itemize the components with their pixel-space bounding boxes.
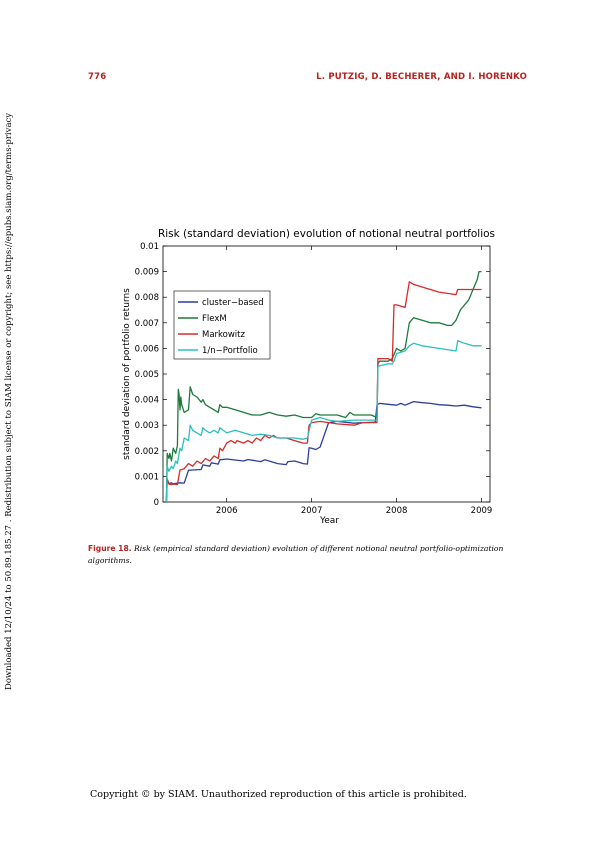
x-tick-label: 2009 [471,506,493,516]
caption-label: Figure 18. [88,544,132,553]
y-tick-label: 0.006 [135,344,159,354]
y-tick-label: 0.005 [135,370,159,380]
y-tick-label: 0 [154,498,159,508]
series-line-3 [165,340,482,503]
y-tick-label: 0.002 [135,447,159,457]
plot-frame [162,245,491,503]
x-tick-label: 2008 [386,506,408,516]
legend-label: FlexM [202,314,227,324]
y-tick-label: 0.001 [135,472,159,482]
y-tick-label: 0.007 [135,319,159,329]
y-tick-label: 0.008 [135,293,159,303]
copyright-footer: Copyright © by SIAM. Unauthorized reprod… [90,789,467,800]
y-tick-label: 0.003 [135,421,159,431]
x-tick-label: 2006 [216,506,238,516]
y-tick-label: 0.004 [135,396,159,406]
page-number: 776 [88,72,107,82]
legend-label: cluster−based [202,298,264,308]
caption-text: Risk (empirical standard deviation) evol… [88,544,504,565]
legend-label: Markowitz [202,330,246,340]
figure-caption: Figure 18. Risk (empirical standard devi… [88,543,528,566]
x-tick-label: 2007 [301,506,323,516]
y-tick-label: 0.01 [140,242,159,252]
chart-title: Risk (standard deviation) evolution of n… [158,228,495,240]
chart-root: Risk (standard deviation) evolution of n… [122,228,495,526]
series-line-2 [165,281,482,503]
y-tick-label: 0.009 [135,268,159,278]
series-line-1 [165,270,482,503]
x-axis-label: Year [319,516,339,526]
y-axis-label: standard deviation of portfolio returns [122,288,132,460]
series-line-0 [165,400,482,503]
legend-label: 1/n−Portfolio [202,346,258,356]
running-head: L. PUTZIG, D. BECHERER, AND I. HORENKO [316,72,527,82]
